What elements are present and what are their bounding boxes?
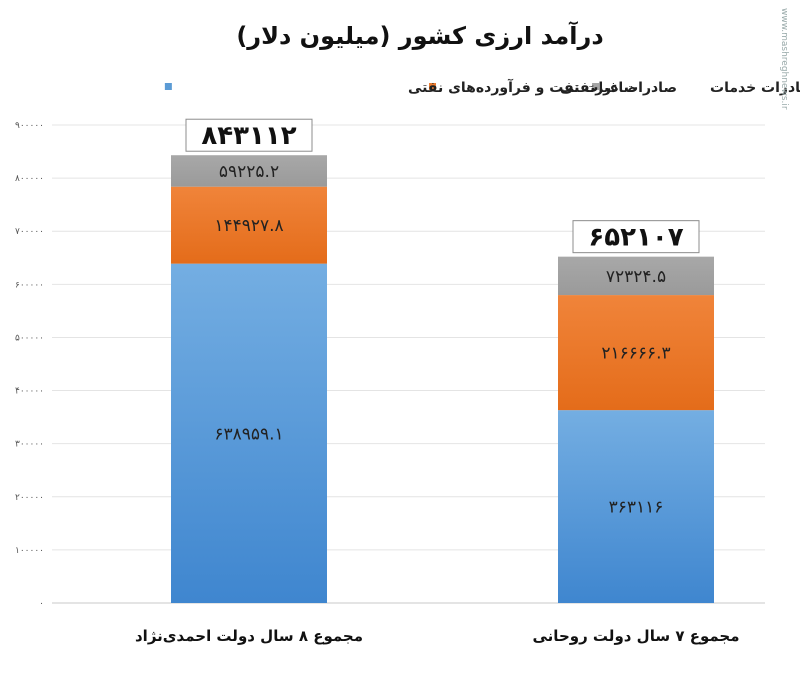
- watermark: www.mashreghnews.ir: [779, 8, 789, 110]
- y-tick-label: ۶۰۰۰۰۰: [15, 280, 44, 290]
- data-label: ۱۴۴۹۲۷.۸: [214, 216, 283, 236]
- y-tick-label: ۳۰۰۰۰۰: [15, 440, 44, 450]
- y-tick-label: ۴۰۰۰۰۰: [15, 387, 44, 397]
- total-label: ۸۴۳۱۱۲: [201, 121, 296, 151]
- y-tick-label: ۰: [39, 599, 44, 609]
- data-label: ۵۹۲۲۵.۲: [219, 162, 279, 182]
- legend-swatch: [592, 83, 600, 90]
- data-label: ۳۶۳۱۱۶: [609, 498, 664, 518]
- category-label: مجموع ۸ سال دولت احمدی‌نژاد: [135, 627, 363, 645]
- y-axis: ۰ ۱۰۰۰۰۰ ۲۰۰۰۰۰ ۳۰۰۰۰۰ ۴۰۰۰۰۰ ۵۰۰۰۰۰ ۶۰۰۰۰۰ ۷۰۰…: [15, 121, 44, 609]
- x-axis: مجموع ۸ سال دولت احمدی‌نژاد مجموع ۷ سال د…: [135, 627, 740, 645]
- y-tick-label: ۱۰۰۰۰۰: [15, 546, 44, 556]
- total-box: [572, 220, 700, 254]
- bar-segment: [171, 155, 327, 187]
- bar-segment: [558, 410, 714, 603]
- bar-segment: [171, 186, 327, 264]
- data-label: ۶۳۸۹۵۹.۱: [214, 424, 283, 444]
- gridlines: [52, 124, 765, 604]
- data-label: ۷۲۳۲۴.۵: [606, 267, 666, 287]
- y-tick-label: ۵۰۰۰۰۰: [15, 333, 44, 343]
- y-tick-label: ۸۰۰۰۰۰: [15, 174, 44, 184]
- y-tick-label: ۷۰۰۰۰۰: [15, 227, 44, 237]
- total-box: [185, 118, 313, 152]
- y-tick-label: ۹۰۰۰۰۰: [15, 121, 44, 131]
- legend-swatch: [429, 83, 437, 90]
- total-label: ۶۵۲۱۰۷: [588, 223, 683, 253]
- bars: ۶۳۸۹۵۹.۱ ۱۴۴۹۲۷.۸ ۵۹۲۲۵.۲ ۸۴۳۱۱۲ ۳۶۳۱۱۶ ۲۱۶۶۶…: [171, 118, 714, 603]
- bar-segment: [558, 256, 714, 296]
- legend-swatch: [164, 83, 172, 90]
- y-tick-label: ۲۰۰۰۰۰: [15, 493, 44, 503]
- legend-label: صادرات نفت و فرآورده‌های نفتی: [408, 78, 637, 96]
- legend-label: صادرات غیرنفتی: [560, 80, 677, 96]
- legend-label: صادرات خدمات: [710, 80, 800, 96]
- chart-title: درآمد ارزی کشور (میلیون دلار): [236, 21, 603, 50]
- bar-segment: [558, 295, 714, 411]
- data-label: ۲۱۶۶۶۶.۳: [601, 344, 670, 364]
- category-label: مجموع ۷ سال دولت روحانی: [533, 627, 740, 645]
- bar-segment: [171, 263, 327, 603]
